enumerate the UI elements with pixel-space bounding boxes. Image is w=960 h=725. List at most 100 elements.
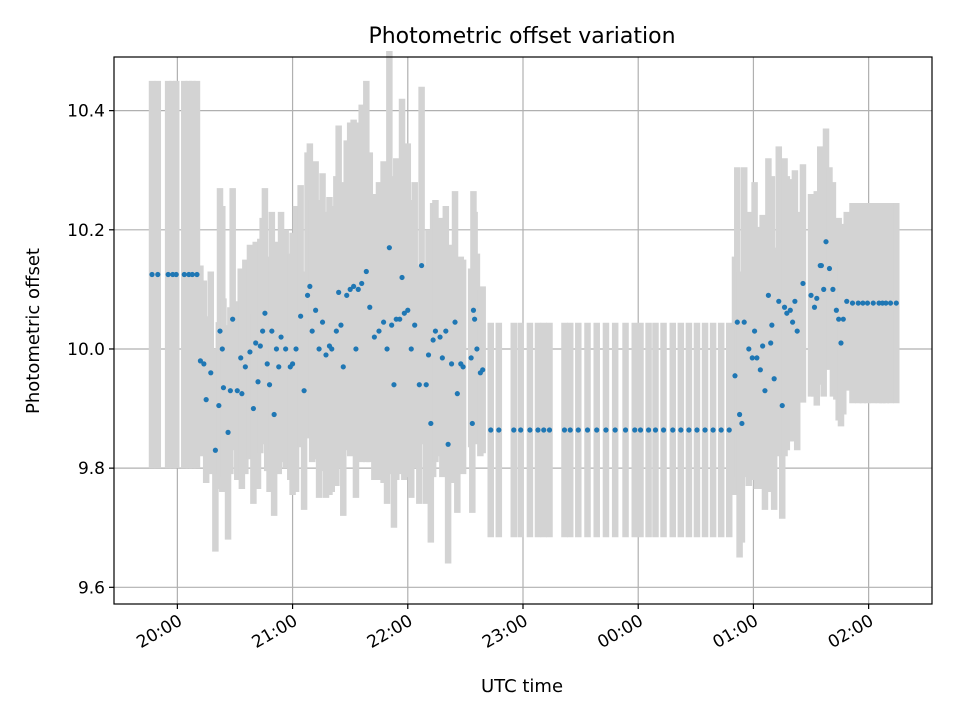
data-point: [316, 346, 322, 352]
data-point: [800, 280, 806, 287]
x-tick-label: 01:00: [709, 611, 761, 653]
data-point: [779, 402, 785, 409]
data-point: [289, 361, 296, 367]
data-point: [423, 382, 429, 388]
data-point: [603, 427, 609, 433]
data-point: [416, 382, 422, 388]
data-point: [746, 346, 752, 352]
y-tick-label: 10.2: [67, 221, 105, 241]
data-point: [567, 427, 573, 433]
data-point: [535, 427, 541, 433]
data-point: [686, 427, 692, 433]
data-point: [253, 340, 259, 346]
data-point: [181, 271, 187, 278]
data-point: [384, 346, 390, 352]
data-point: [219, 346, 225, 352]
data-point: [247, 349, 253, 355]
data-point: [496, 427, 502, 433]
data-point: [470, 307, 477, 313]
data-point: [260, 328, 266, 334]
data-point: [397, 316, 403, 322]
data-point: [518, 427, 524, 433]
data-point: [234, 388, 240, 394]
data-point: [702, 427, 708, 433]
data-point: [389, 322, 395, 328]
data-point: [840, 316, 846, 322]
data-point: [264, 361, 270, 367]
x-axis-ticks: 20:00 21:00 22:00 23:00 00:00 01:00 02:00: [133, 604, 877, 653]
y-tick-label: 10.0: [67, 340, 105, 360]
data-point: [212, 447, 218, 453]
data-point: [887, 300, 894, 306]
data-point: [768, 340, 774, 346]
data-point: [329, 346, 335, 352]
y-tick-label: 10.4: [67, 102, 105, 122]
data-point: [594, 427, 600, 433]
data-point: [678, 427, 684, 433]
data-point: [323, 352, 329, 358]
data-point: [757, 367, 763, 373]
data-point: [344, 292, 350, 298]
data-point: [765, 292, 772, 298]
x-tick-label: 20:00: [133, 611, 185, 653]
data-point: [197, 358, 204, 364]
data-point: [734, 319, 740, 325]
data-point: [612, 427, 618, 433]
data-point: [472, 316, 478, 322]
data-point: [437, 334, 443, 340]
data-point: [488, 427, 494, 433]
data-point: [149, 271, 155, 278]
data-point: [355, 286, 361, 292]
x-tick-label: 23:00: [479, 611, 531, 653]
data-point: [391, 382, 397, 388]
y-tick-label: 9.6: [78, 578, 105, 598]
data-point: [632, 427, 638, 433]
data-point: [844, 298, 850, 304]
data-point: [838, 340, 844, 346]
data-point: [386, 245, 392, 251]
data-point: [454, 391, 460, 397]
data-point: [694, 427, 700, 433]
data-point: [511, 427, 517, 433]
data-point: [652, 427, 659, 433]
data-point: [732, 373, 738, 379]
x-tick-label: 02:00: [825, 611, 877, 653]
data-point: [194, 271, 200, 278]
data-point: [575, 427, 581, 433]
data-point: [469, 420, 475, 427]
data-point: [561, 427, 568, 433]
data-point: [313, 307, 319, 313]
data-point: [474, 346, 480, 352]
data-point: [304, 292, 311, 298]
data-point: [823, 239, 829, 245]
data-point: [855, 300, 861, 306]
data-point: [432, 328, 439, 334]
data-point: [262, 310, 268, 316]
data-point: [826, 265, 833, 272]
y-axis-ticks: 9.6 9.8 10.0 10.2 10.4: [67, 102, 114, 598]
data-point: [883, 300, 889, 306]
data-point: [814, 295, 820, 301]
data-point: [787, 307, 793, 313]
data-point: [460, 364, 466, 370]
data-point: [298, 313, 304, 319]
data-point: [527, 427, 533, 433]
y-tick-label: 9.8: [78, 459, 105, 479]
data-point: [353, 346, 359, 352]
data-point: [380, 319, 387, 325]
data-point: [637, 427, 644, 433]
data-point: [622, 427, 629, 433]
data-point: [278, 334, 284, 340]
data-point: [792, 298, 798, 304]
data-point: [736, 411, 743, 418]
x-axis-label: UTC time: [481, 676, 563, 697]
data-point: [741, 319, 747, 325]
data-point: [439, 355, 445, 361]
data-point: [771, 376, 777, 382]
data-point: [309, 328, 315, 334]
data-point: [452, 319, 458, 325]
data-point: [336, 289, 342, 295]
data-point: [257, 343, 263, 349]
data-point: [818, 262, 824, 269]
data-point: [794, 328, 800, 334]
